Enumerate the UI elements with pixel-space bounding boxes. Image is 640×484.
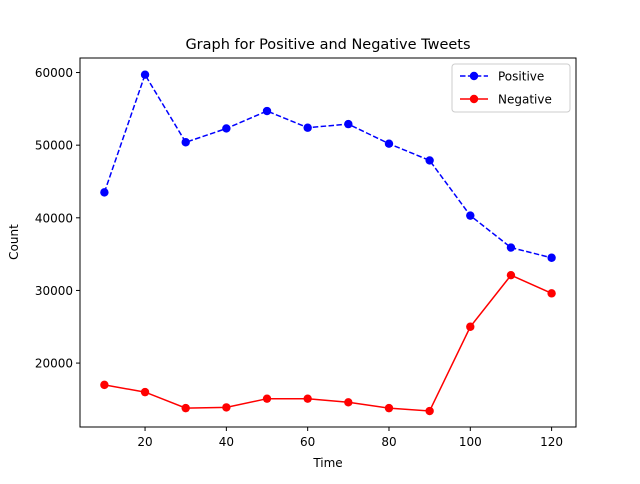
data-point-negative-40: [222, 403, 231, 412]
data-point-positive-20: [140, 70, 150, 79]
x-tick-label-120: 120: [540, 435, 563, 449]
legend-marker-positive: [469, 71, 479, 81]
data-point-positive-30: [181, 138, 190, 147]
data-point-negative-100: [466, 322, 475, 331]
y-tick-label-40000: 40000: [35, 211, 73, 225]
y-tick-label-20000: 20000: [35, 357, 73, 371]
data-point-negative-60: [303, 394, 312, 403]
data-point-positive-10: [100, 188, 109, 197]
series-line-positive: [103, 72, 552, 259]
data-point-positive-110: [506, 243, 516, 252]
data-point-negative-90: [425, 406, 434, 416]
y-tick-label-30000: 30000: [35, 284, 73, 298]
legend-label-positive: Positive: [498, 70, 544, 84]
data-point-positive-50: [262, 106, 272, 116]
x-tick-label-100: 100: [459, 435, 482, 449]
data-point-negative-30: [181, 403, 190, 413]
data-point-negative-10: [100, 380, 109, 390]
chart-title: Graph for Positive and Negative Tweets: [185, 37, 470, 53]
data-point-negative-50: [262, 394, 272, 403]
plot-area: 20 40 60 80 100 120 20000 30000 40000 50000 60000: [35, 57, 577, 449]
x-tick-label-20: 20: [137, 435, 152, 449]
y-tick-label-60000: 60000: [35, 66, 73, 80]
data-point-positive-70: [344, 119, 353, 129]
data-point-negative-110: [506, 270, 516, 280]
data-point-negative-80: [384, 403, 394, 413]
x-tick-label-60: 60: [300, 435, 315, 449]
legend-box: [451, 63, 571, 113]
x-axis-label: Time: [312, 456, 342, 470]
x-tick-label-40: 40: [219, 435, 234, 449]
data-point-positive-100: [466, 211, 475, 220]
y-tick-label-50000: 50000: [35, 139, 73, 153]
data-point-positive-90: [425, 156, 434, 165]
data-point-positive-120: [547, 253, 556, 262]
legend-marker-negative: [469, 94, 479, 104]
data-point-positive-60: [303, 123, 312, 132]
data-point-positive-40: [222, 124, 231, 133]
x-tick-label-80: 80: [381, 435, 396, 449]
data-point-positive-80: [384, 139, 394, 148]
data-point-negative-20: [140, 387, 150, 397]
data-point-negative-70: [344, 398, 353, 407]
legend: Positive Negative: [451, 63, 571, 113]
series-line-negative: [104, 274, 552, 412]
axes-frame: [79, 57, 577, 428]
data-point-negative-120: [547, 289, 556, 298]
legend-label-negative: Negative: [498, 93, 552, 107]
y-axis-label: Count: [7, 224, 21, 260]
